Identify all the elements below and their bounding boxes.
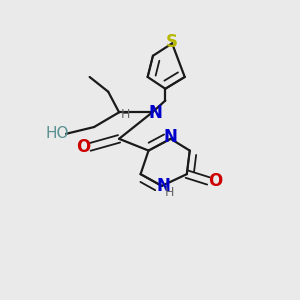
Text: N: N	[164, 128, 178, 146]
Text: N: N	[156, 177, 170, 195]
Text: H: H	[164, 186, 174, 199]
Text: N: N	[148, 104, 162, 122]
Text: O: O	[208, 172, 222, 190]
Text: HO: HO	[46, 126, 69, 141]
Text: H: H	[121, 108, 130, 121]
Text: S: S	[166, 33, 178, 51]
Text: O: O	[76, 138, 90, 156]
